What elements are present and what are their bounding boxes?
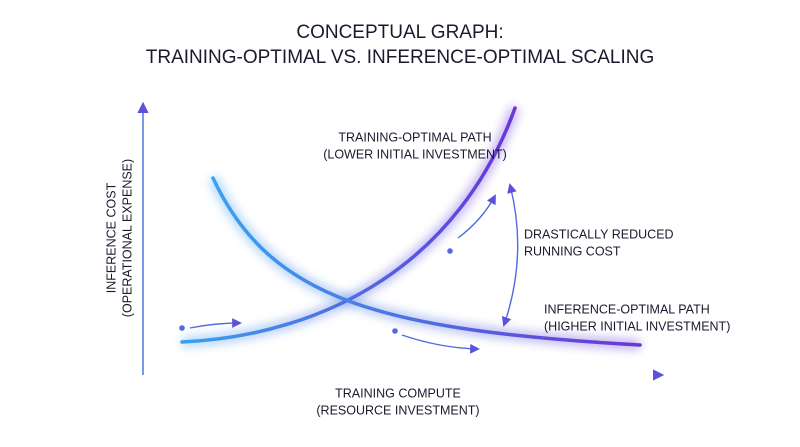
arrow	[457, 194, 496, 239]
title-line: CONCEPTUAL GRAPH:	[296, 22, 503, 43]
annotation: INFERENCE-OPTIMAL PATH	[544, 302, 710, 316]
curves	[180, 106, 642, 350]
annotation: (HIGHER INITIAL INVESTMENT)	[544, 319, 730, 333]
dot	[447, 248, 453, 254]
annotation: TRAINING-OPTIMAL PATH	[338, 130, 491, 144]
annotation: RUNNING COST	[524, 244, 621, 258]
arrows	[189, 183, 519, 354]
training-curve	[180, 106, 517, 344]
x-axis-label: (RESOURCE INVESTMENT)	[316, 403, 479, 417]
title-line: TRAINING-OPTIMAL VS. INFERENCE-OPTIMAL S…	[146, 47, 655, 68]
arrow	[501, 183, 519, 327]
arrow	[189, 318, 242, 329]
x-axis-label: TRAINING COMPUTE	[335, 386, 461, 400]
dot	[179, 325, 185, 331]
y-axis-label: INFERENCE COST	[104, 182, 118, 293]
annotation: (LOWER INITIAL INVESTMENT)	[323, 147, 507, 161]
arrow	[401, 334, 480, 354]
y-axis-label: (OPERATIONAL EXPENSE)	[120, 159, 134, 317]
annotation: DRASTICALLY REDUCED	[524, 227, 674, 241]
dot	[392, 328, 398, 334]
inference-curve	[211, 176, 642, 347]
